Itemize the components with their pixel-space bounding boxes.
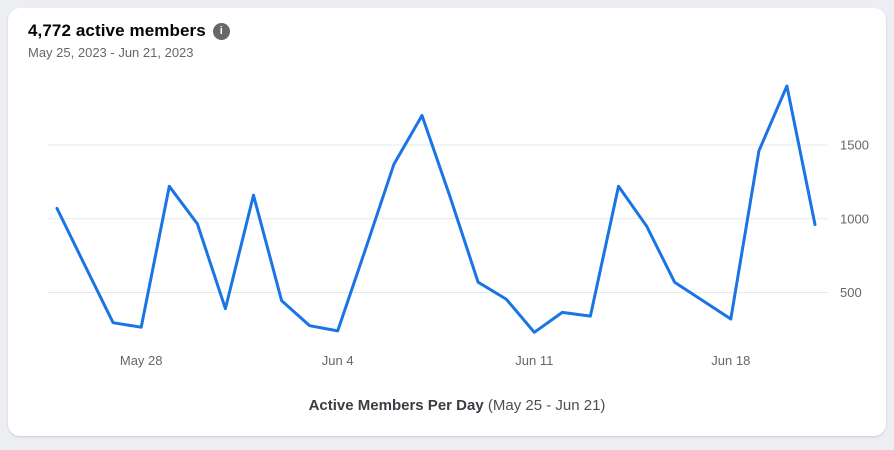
card-header: 4,772 active members i May 25, 2023 - Ju…	[28, 21, 230, 60]
y-tick-label-1500: 1500	[840, 138, 869, 153]
x-tick-label-jun-18: Jun 18	[711, 353, 750, 368]
active-members-card: 4,772 active members i May 25, 2023 - Ju…	[8, 8, 886, 436]
x-tick-label-jun-4: Jun 4	[322, 353, 354, 368]
y-tick-label-500: 500	[840, 285, 862, 300]
active-members-line-chart[interactable]: 500 1000 1500 May 28 Jun 4 Jun 11 Jun 18	[8, 8, 886, 436]
chart-caption-range: (May 25 - Jun 21)	[487, 397, 606, 414]
x-tick-label-jun-11: Jun 11	[515, 353, 553, 368]
chart-caption-title: Active Members Per Day	[308, 397, 484, 414]
info-icon[interactable]: i	[212, 22, 230, 40]
x-tick-label-may-28: May 28	[120, 353, 163, 368]
card-title: 4,772 active members	[28, 21, 206, 40]
chart-caption: Active Members Per Day (May 25 - Jun 21)	[28, 397, 886, 414]
active-members-series-line[interactable]	[55, 84, 817, 334]
card-subtitle: May 25, 2023 - Jun 21, 2023	[28, 45, 194, 60]
y-tick-label-1000: 1000	[840, 211, 869, 226]
